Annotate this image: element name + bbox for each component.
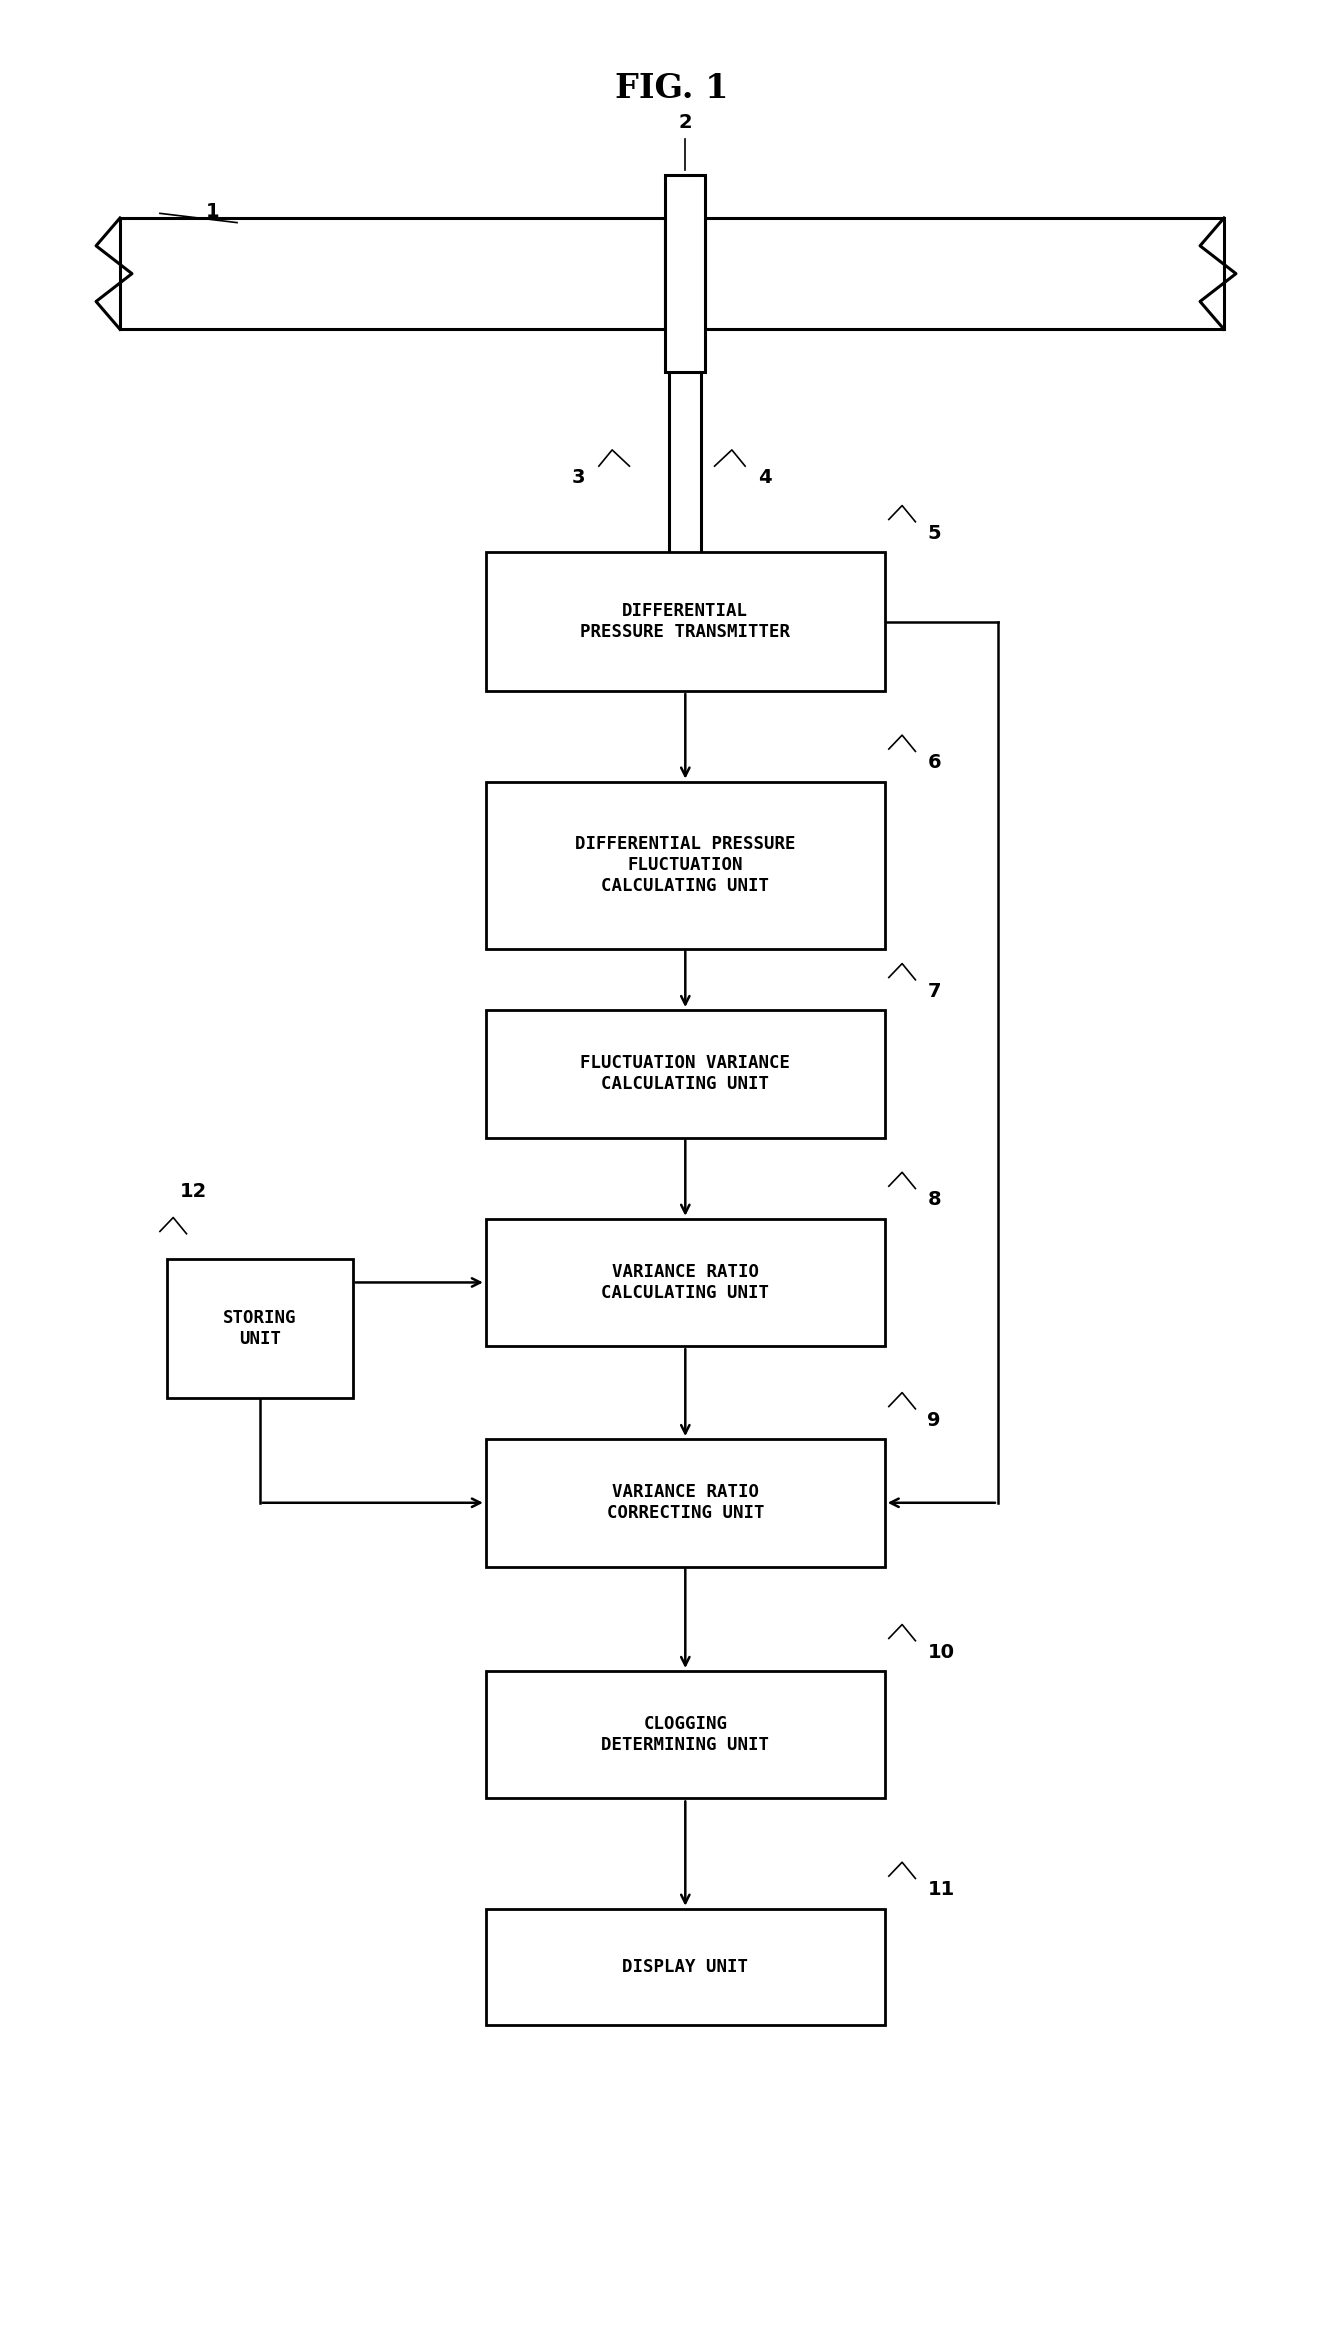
Text: 6: 6 [927,754,941,772]
Bar [485,1670,884,1799]
Text: FLUCTUATION VARIANCE
CALCULATING UNIT: FLUCTUATION VARIANCE CALCULATING UNIT [581,1055,790,1094]
Bar [485,553,884,691]
Text: 7: 7 [927,982,941,1001]
Text: STORING
UNIT: STORING UNIT [223,1309,297,1348]
Bar [485,1010,884,1139]
Text: 1: 1 [206,201,220,222]
Bar [665,175,706,373]
Bar [167,1260,352,1397]
Text: VARIANCE RATIO
CALCULATING UNIT: VARIANCE RATIO CALCULATING UNIT [601,1262,769,1302]
Text: 9: 9 [927,1411,941,1430]
Text: 2: 2 [679,114,692,133]
Bar [485,1908,884,2025]
Text: FIG. 1: FIG. 1 [616,72,728,105]
Text: 12: 12 [180,1183,207,1201]
Text: 10: 10 [927,1642,954,1661]
Text: 5: 5 [927,523,941,544]
Bar [485,1439,884,1565]
Text: DISPLAY UNIT: DISPLAY UNIT [622,1957,749,1976]
Text: CLOGGING
DETERMINING UNIT: CLOGGING DETERMINING UNIT [601,1715,769,1754]
Text: DIFFERENTIAL
PRESSURE TRANSMITTER: DIFFERENTIAL PRESSURE TRANSMITTER [581,602,790,642]
Text: 3: 3 [573,469,586,488]
Bar [120,217,665,329]
Text: 8: 8 [927,1190,941,1208]
Bar [485,1218,884,1346]
Text: DIFFERENTIAL PRESSURE
FLUCTUATION
CALCULATING UNIT: DIFFERENTIAL PRESSURE FLUCTUATION CALCUL… [575,835,796,896]
Bar [485,782,884,950]
Text: VARIANCE RATIO
CORRECTING UNIT: VARIANCE RATIO CORRECTING UNIT [606,1484,763,1521]
Text: 4: 4 [758,469,771,488]
Text: 11: 11 [927,1880,954,1899]
Bar [706,217,1224,329]
